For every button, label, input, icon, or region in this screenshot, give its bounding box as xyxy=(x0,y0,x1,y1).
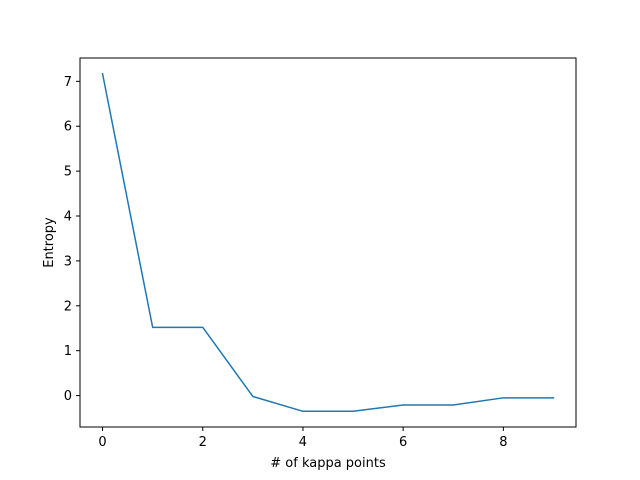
y-tick-label: 2 xyxy=(64,299,72,314)
y-axis-label: Entropy xyxy=(42,217,57,268)
y-tick-label: 6 xyxy=(64,120,72,135)
x-tick-label: 6 xyxy=(399,435,407,450)
y-axis-ticks: 0 1 2 3 4 5 6 7 xyxy=(64,75,80,404)
x-axis-ticks: 0 2 4 6 8 xyxy=(98,427,507,450)
y-tick-label: 1 xyxy=(64,344,72,359)
y-tick-label: 4 xyxy=(64,210,72,225)
y-tick-label: 3 xyxy=(64,254,72,269)
plot-frame xyxy=(79,57,577,428)
x-axis-label: # of kappa points xyxy=(270,456,386,471)
y-tick-label: 7 xyxy=(64,75,72,90)
x-tick-label: 4 xyxy=(299,435,307,450)
series-line-0 xyxy=(101,72,555,413)
plot-area xyxy=(79,57,577,428)
x-tick-label: 8 xyxy=(499,435,507,450)
y-tick-label: 0 xyxy=(64,389,72,404)
x-tick-label: 2 xyxy=(199,435,207,450)
y-tick-label: 5 xyxy=(64,165,72,180)
x-tick-label: 0 xyxy=(98,435,106,450)
